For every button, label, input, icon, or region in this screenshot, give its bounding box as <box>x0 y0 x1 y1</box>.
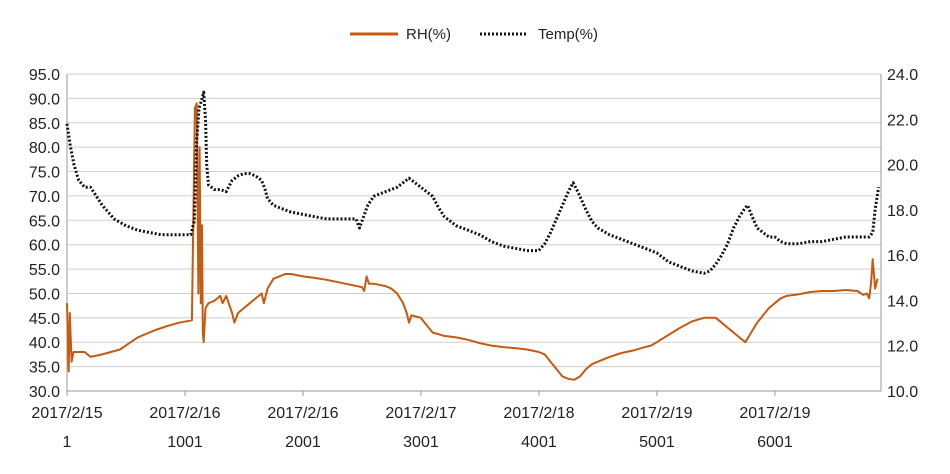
y-right-tick-label: 16.0 <box>887 248 918 265</box>
series-layer <box>65 90 881 381</box>
x-tick-date-label: 2017/2/17 <box>385 405 456 422</box>
x-tick-index-label: 1001 <box>167 434 203 451</box>
x-tick-index-label: 5001 <box>639 434 675 451</box>
y-left-tick-label: 35.0 <box>29 360 60 377</box>
y-left-tick-label: 60.0 <box>29 238 60 255</box>
y-left-tick-label: 80.0 <box>29 140 60 157</box>
y-left-tick-label: 90.0 <box>29 91 60 108</box>
x-tick-date-label: 2017/2/18 <box>503 405 574 422</box>
x-tick-index-label: 4001 <box>521 434 557 451</box>
y-left-tick-label: 85.0 <box>29 116 60 133</box>
temp-series-line <box>65 90 881 275</box>
y-right-tick-label: 20.0 <box>887 158 918 175</box>
legend-temp-label: Temp(%) <box>538 26 598 43</box>
x-tick-date-label: 2017/2/15 <box>31 405 102 422</box>
y-right-tick-label: 22.0 <box>887 112 918 129</box>
y-left-tick-label: 55.0 <box>29 262 60 279</box>
rh-series-line <box>66 102 879 381</box>
x-tick-date-label: 2017/2/19 <box>621 405 692 422</box>
y-right-tick-label: 18.0 <box>887 203 918 220</box>
grid-layer <box>67 73 881 392</box>
x-tick-index-label: 6001 <box>757 434 793 451</box>
y-left-tick-label: 30.0 <box>29 384 60 401</box>
y-left-tick-label: 50.0 <box>29 286 60 303</box>
legend-rh-label: RH(%) <box>406 26 451 43</box>
y-right-tick-label: 12.0 <box>887 339 918 356</box>
y-right-tick-label: 10.0 <box>887 384 918 401</box>
x-tick-index-label: 3001 <box>403 434 439 451</box>
y-left-tick-label: 40.0 <box>29 335 60 352</box>
y-left-tick-label: 75.0 <box>29 165 60 182</box>
y-left-tick-label: 70.0 <box>29 189 60 206</box>
x-tick-index-label: 2001 <box>285 434 321 451</box>
y-right-tick-label: 14.0 <box>887 293 918 310</box>
x-tick-date-label: 2017/2/19 <box>739 405 810 422</box>
x-tick-date-label: 2017/2/16 <box>267 405 338 422</box>
x-tick-index-label: 1 <box>63 434 72 451</box>
y-left-tick-label: 45.0 <box>29 311 60 328</box>
y-left-tick-label: 65.0 <box>29 213 60 230</box>
axes-layer: 30.0 35.0 40.0 45.0 50.0 55.0 60.0 65.0 70.0 75.0… <box>29 67 918 451</box>
legend: RH(%) Temp(%) <box>350 26 598 43</box>
x-tick-date-label: 2017/2/16 <box>149 405 220 422</box>
y-right-tick-label: 24.0 <box>887 67 918 84</box>
y-left-tick-label: 95.0 <box>29 67 60 84</box>
